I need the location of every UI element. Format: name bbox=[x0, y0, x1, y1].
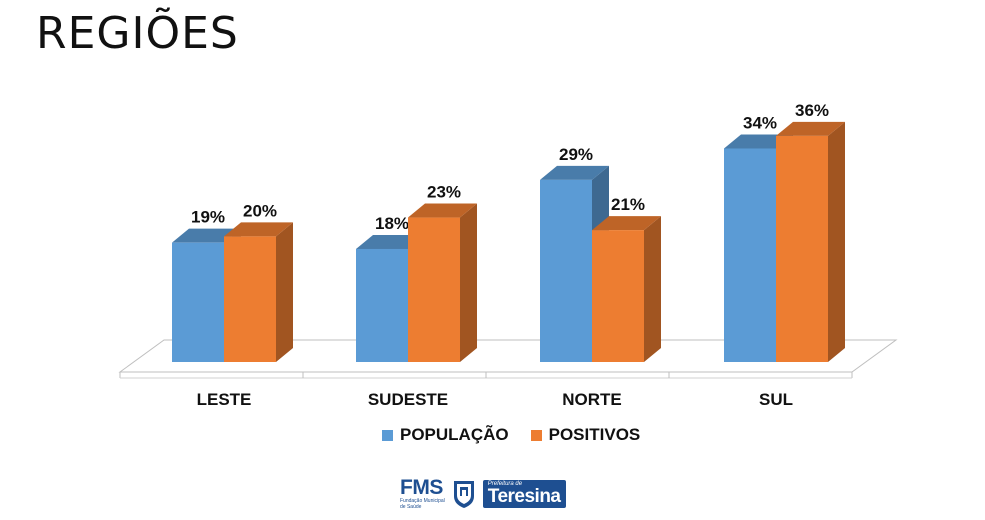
bar-sul-1 bbox=[776, 135, 828, 362]
data-label-3-1: 36% bbox=[795, 101, 829, 120]
fms-logo: FMS Fundação Municipal de Saúde bbox=[400, 476, 445, 510]
page-title: REGIÕES bbox=[36, 8, 239, 59]
x-tick-label-norte: NORTE bbox=[562, 390, 622, 409]
bar-top-0-1 bbox=[224, 222, 293, 237]
legend-swatch-populacao bbox=[382, 429, 393, 441]
fms-logo-sub2: de Saúde bbox=[400, 504, 422, 510]
bar-side-2-1 bbox=[644, 216, 661, 362]
bar-sudeste-0 bbox=[356, 248, 408, 362]
x-tick-label-leste: LESTE bbox=[197, 390, 252, 409]
bar-leste-1 bbox=[224, 236, 276, 362]
bar-top-0-0 bbox=[172, 228, 241, 243]
bar-top-2-0 bbox=[540, 165, 609, 180]
chart-legend: POPULAÇÃO POSITIVOS bbox=[382, 425, 640, 445]
legend-item-populacao: POPULAÇÃO bbox=[382, 425, 509, 445]
bar-top-3-0 bbox=[724, 134, 793, 149]
prefeitura-text: Prefeitura de bbox=[487, 481, 523, 487]
fms-logo-text: FMS bbox=[400, 476, 443, 499]
bar-top-2-1 bbox=[592, 216, 661, 231]
city-seal-icon bbox=[453, 481, 474, 508]
fms-teresina-logo: FMS Fundação Municipal de Saúde Prefeitu… bbox=[400, 476, 578, 512]
bar-sudeste-1 bbox=[408, 217, 460, 362]
x-tick-label-sudeste: SUDESTE bbox=[368, 390, 448, 409]
bar-sul-0 bbox=[724, 148, 776, 362]
data-label-1-1: 23% bbox=[427, 183, 461, 202]
bar-top-3-1 bbox=[776, 121, 845, 136]
bar-leste-0 bbox=[172, 242, 224, 362]
legend-swatch-positivos bbox=[530, 429, 542, 441]
teresina-logo: Prefeitura de Teresina bbox=[482, 480, 566, 508]
data-label-0-0: 19% bbox=[191, 208, 225, 227]
fms-logo-sub1: Fundação Municipal bbox=[400, 498, 445, 504]
x-tick-label-sul: SUL bbox=[759, 390, 793, 409]
data-label-3-0: 34% bbox=[743, 113, 777, 132]
data-label-1-0: 18% bbox=[375, 214, 409, 233]
legend-item-positivos: POSITIVOS bbox=[530, 425, 641, 445]
bar-top-1-1 bbox=[408, 203, 477, 218]
bar-side-3-1 bbox=[828, 121, 845, 362]
bar-side-0-1 bbox=[276, 222, 293, 362]
chart-floor bbox=[118, 339, 898, 373]
bar-norte-0 bbox=[540, 179, 592, 362]
bar-top-1-0 bbox=[356, 234, 425, 249]
bar-side-1-1 bbox=[460, 203, 477, 362]
data-label-2-1: 21% bbox=[611, 195, 645, 214]
legend-label-populacao: POPULAÇÃO bbox=[400, 425, 509, 444]
data-label-2-0: 29% bbox=[559, 145, 593, 164]
teresina-text: Teresina bbox=[487, 486, 561, 507]
legend-label-positivos: POSITIVOS bbox=[548, 425, 641, 444]
data-label-0-1: 20% bbox=[243, 201, 277, 220]
bar-norte-1 bbox=[592, 230, 644, 362]
